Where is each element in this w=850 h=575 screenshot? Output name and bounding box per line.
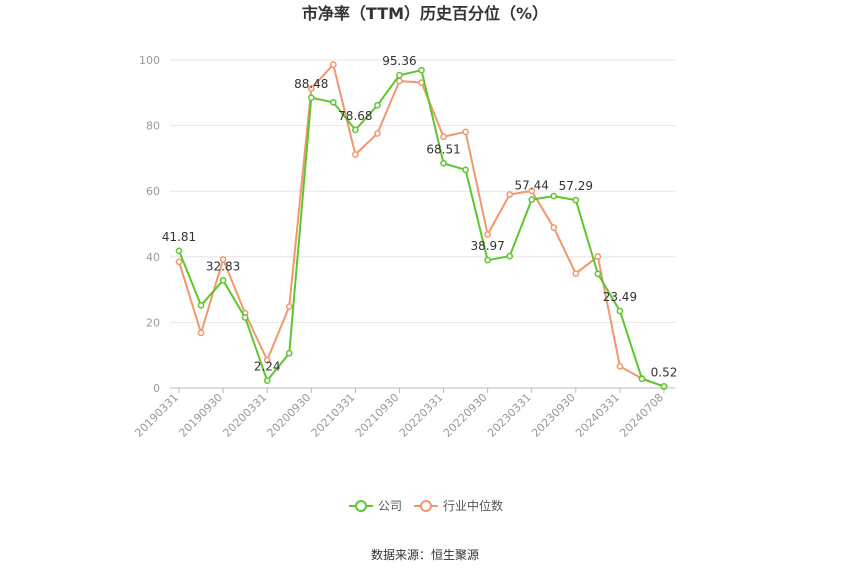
series-point-1 bbox=[285, 303, 293, 311]
legend-item-1[interactable]: 行业中位数 bbox=[414, 498, 503, 513]
series-point-1 bbox=[307, 85, 315, 92]
chart-title: 市净率（TTM）历史百分位（%） bbox=[302, 4, 548, 23]
series-point-0 bbox=[638, 375, 646, 383]
y-tick-label: 80 bbox=[146, 120, 160, 133]
x-tick-label: 20220331 bbox=[397, 391, 446, 440]
series-point-1 bbox=[462, 128, 469, 136]
series-point-0 bbox=[418, 66, 425, 74]
x-tick-label: 20230930 bbox=[529, 391, 578, 440]
series-point-0 bbox=[528, 196, 536, 203]
series-line-0 bbox=[178, 69, 665, 388]
series-point-1 bbox=[550, 224, 558, 231]
x-axis: 2019033120190930202003312020093020210331… bbox=[132, 387, 675, 440]
series-point-1 bbox=[572, 270, 580, 277]
x-tick-label: 20220930 bbox=[441, 391, 490, 440]
x-tick-label: 20190930 bbox=[176, 391, 225, 440]
data-label: 95.36 bbox=[382, 54, 416, 68]
series-point-0 bbox=[484, 256, 491, 264]
data-label: 23.49 bbox=[603, 290, 637, 304]
data-label: 38.97 bbox=[470, 239, 504, 253]
data-labels: 41.81 32.83 2.24 88.48 78.68 95.36 68.51 38.97 5… bbox=[162, 54, 678, 379]
x-tick-label: 20200930 bbox=[265, 391, 314, 440]
series-point-0 bbox=[616, 307, 624, 315]
series-point-0 bbox=[285, 349, 293, 357]
series-point-0 bbox=[440, 159, 447, 167]
series-point-0 bbox=[175, 247, 183, 255]
data-label: 32.83 bbox=[206, 259, 240, 273]
x-tick-label: 20200331 bbox=[221, 391, 270, 440]
data-label: 0.52 bbox=[651, 365, 678, 379]
data-label: 41.81 bbox=[162, 230, 196, 244]
series-point-0 bbox=[572, 196, 580, 204]
series-point-1 bbox=[440, 133, 447, 141]
series-point-1 bbox=[329, 61, 337, 68]
series-point-0 bbox=[329, 98, 337, 106]
data-label: 57.44 bbox=[515, 179, 549, 193]
series-point-1 bbox=[197, 329, 205, 337]
series-point-1 bbox=[528, 187, 536, 195]
y-tick-label: 60 bbox=[146, 185, 160, 198]
x-tick-label: 20210331 bbox=[309, 391, 358, 440]
series-point-1 bbox=[219, 256, 227, 263]
series-point-1 bbox=[616, 363, 624, 370]
series-group bbox=[175, 61, 668, 391]
series-point-0 bbox=[660, 382, 668, 390]
grid-lines bbox=[170, 59, 675, 323]
legend-label: 行业中位数 bbox=[443, 498, 503, 513]
series-point-1 bbox=[175, 258, 183, 266]
data-label: 2.24 bbox=[254, 360, 281, 374]
legend-marker bbox=[355, 500, 367, 512]
series-point-1 bbox=[374, 130, 381, 137]
series-point-0 bbox=[307, 94, 315, 102]
y-tick-label: 20 bbox=[146, 316, 160, 329]
series-point-0 bbox=[241, 314, 249, 321]
series-point-1 bbox=[263, 356, 271, 364]
legend[interactable]: 公司 行业中位数 bbox=[349, 498, 503, 513]
y-tick-label: 0 bbox=[153, 382, 160, 395]
y-axis: 0 20 40 60 80 100 bbox=[139, 54, 160, 395]
series-point-1 bbox=[484, 231, 491, 238]
x-tick-label: 20240331 bbox=[573, 391, 622, 440]
series-point-0 bbox=[396, 71, 403, 79]
series-point-0 bbox=[219, 276, 227, 284]
data-label: 78.68 bbox=[338, 109, 372, 123]
series-point-0 bbox=[352, 126, 359, 134]
data-label: 68.51 bbox=[426, 142, 460, 156]
series-point-0 bbox=[263, 377, 271, 385]
series-point-0 bbox=[197, 301, 205, 309]
x-tick-label: 20210930 bbox=[353, 391, 402, 440]
y-tick-label: 40 bbox=[146, 251, 160, 264]
legend-item-0[interactable]: 公司 bbox=[349, 499, 402, 513]
legend-marker bbox=[420, 500, 432, 512]
series-point-1 bbox=[506, 191, 514, 198]
x-tick-label: 20240708 bbox=[617, 391, 666, 440]
source-note: 数据来源：恒生聚源 bbox=[371, 547, 479, 562]
series-point-0 bbox=[594, 270, 602, 278]
series-point-0 bbox=[374, 101, 381, 109]
y-tick-label: 100 bbox=[139, 54, 160, 67]
x-tick-label: 20190331 bbox=[132, 391, 181, 440]
data-label: 57.29 bbox=[559, 179, 593, 193]
data-label: 88.48 bbox=[294, 77, 328, 91]
series-point-1 bbox=[352, 151, 359, 158]
series-point-0 bbox=[550, 192, 558, 200]
series-point-0 bbox=[506, 252, 514, 260]
legend-label: 公司 bbox=[378, 499, 402, 513]
x-tick-label: 20230331 bbox=[485, 391, 534, 440]
series-point-1 bbox=[594, 253, 602, 260]
series-point-0 bbox=[462, 166, 469, 174]
